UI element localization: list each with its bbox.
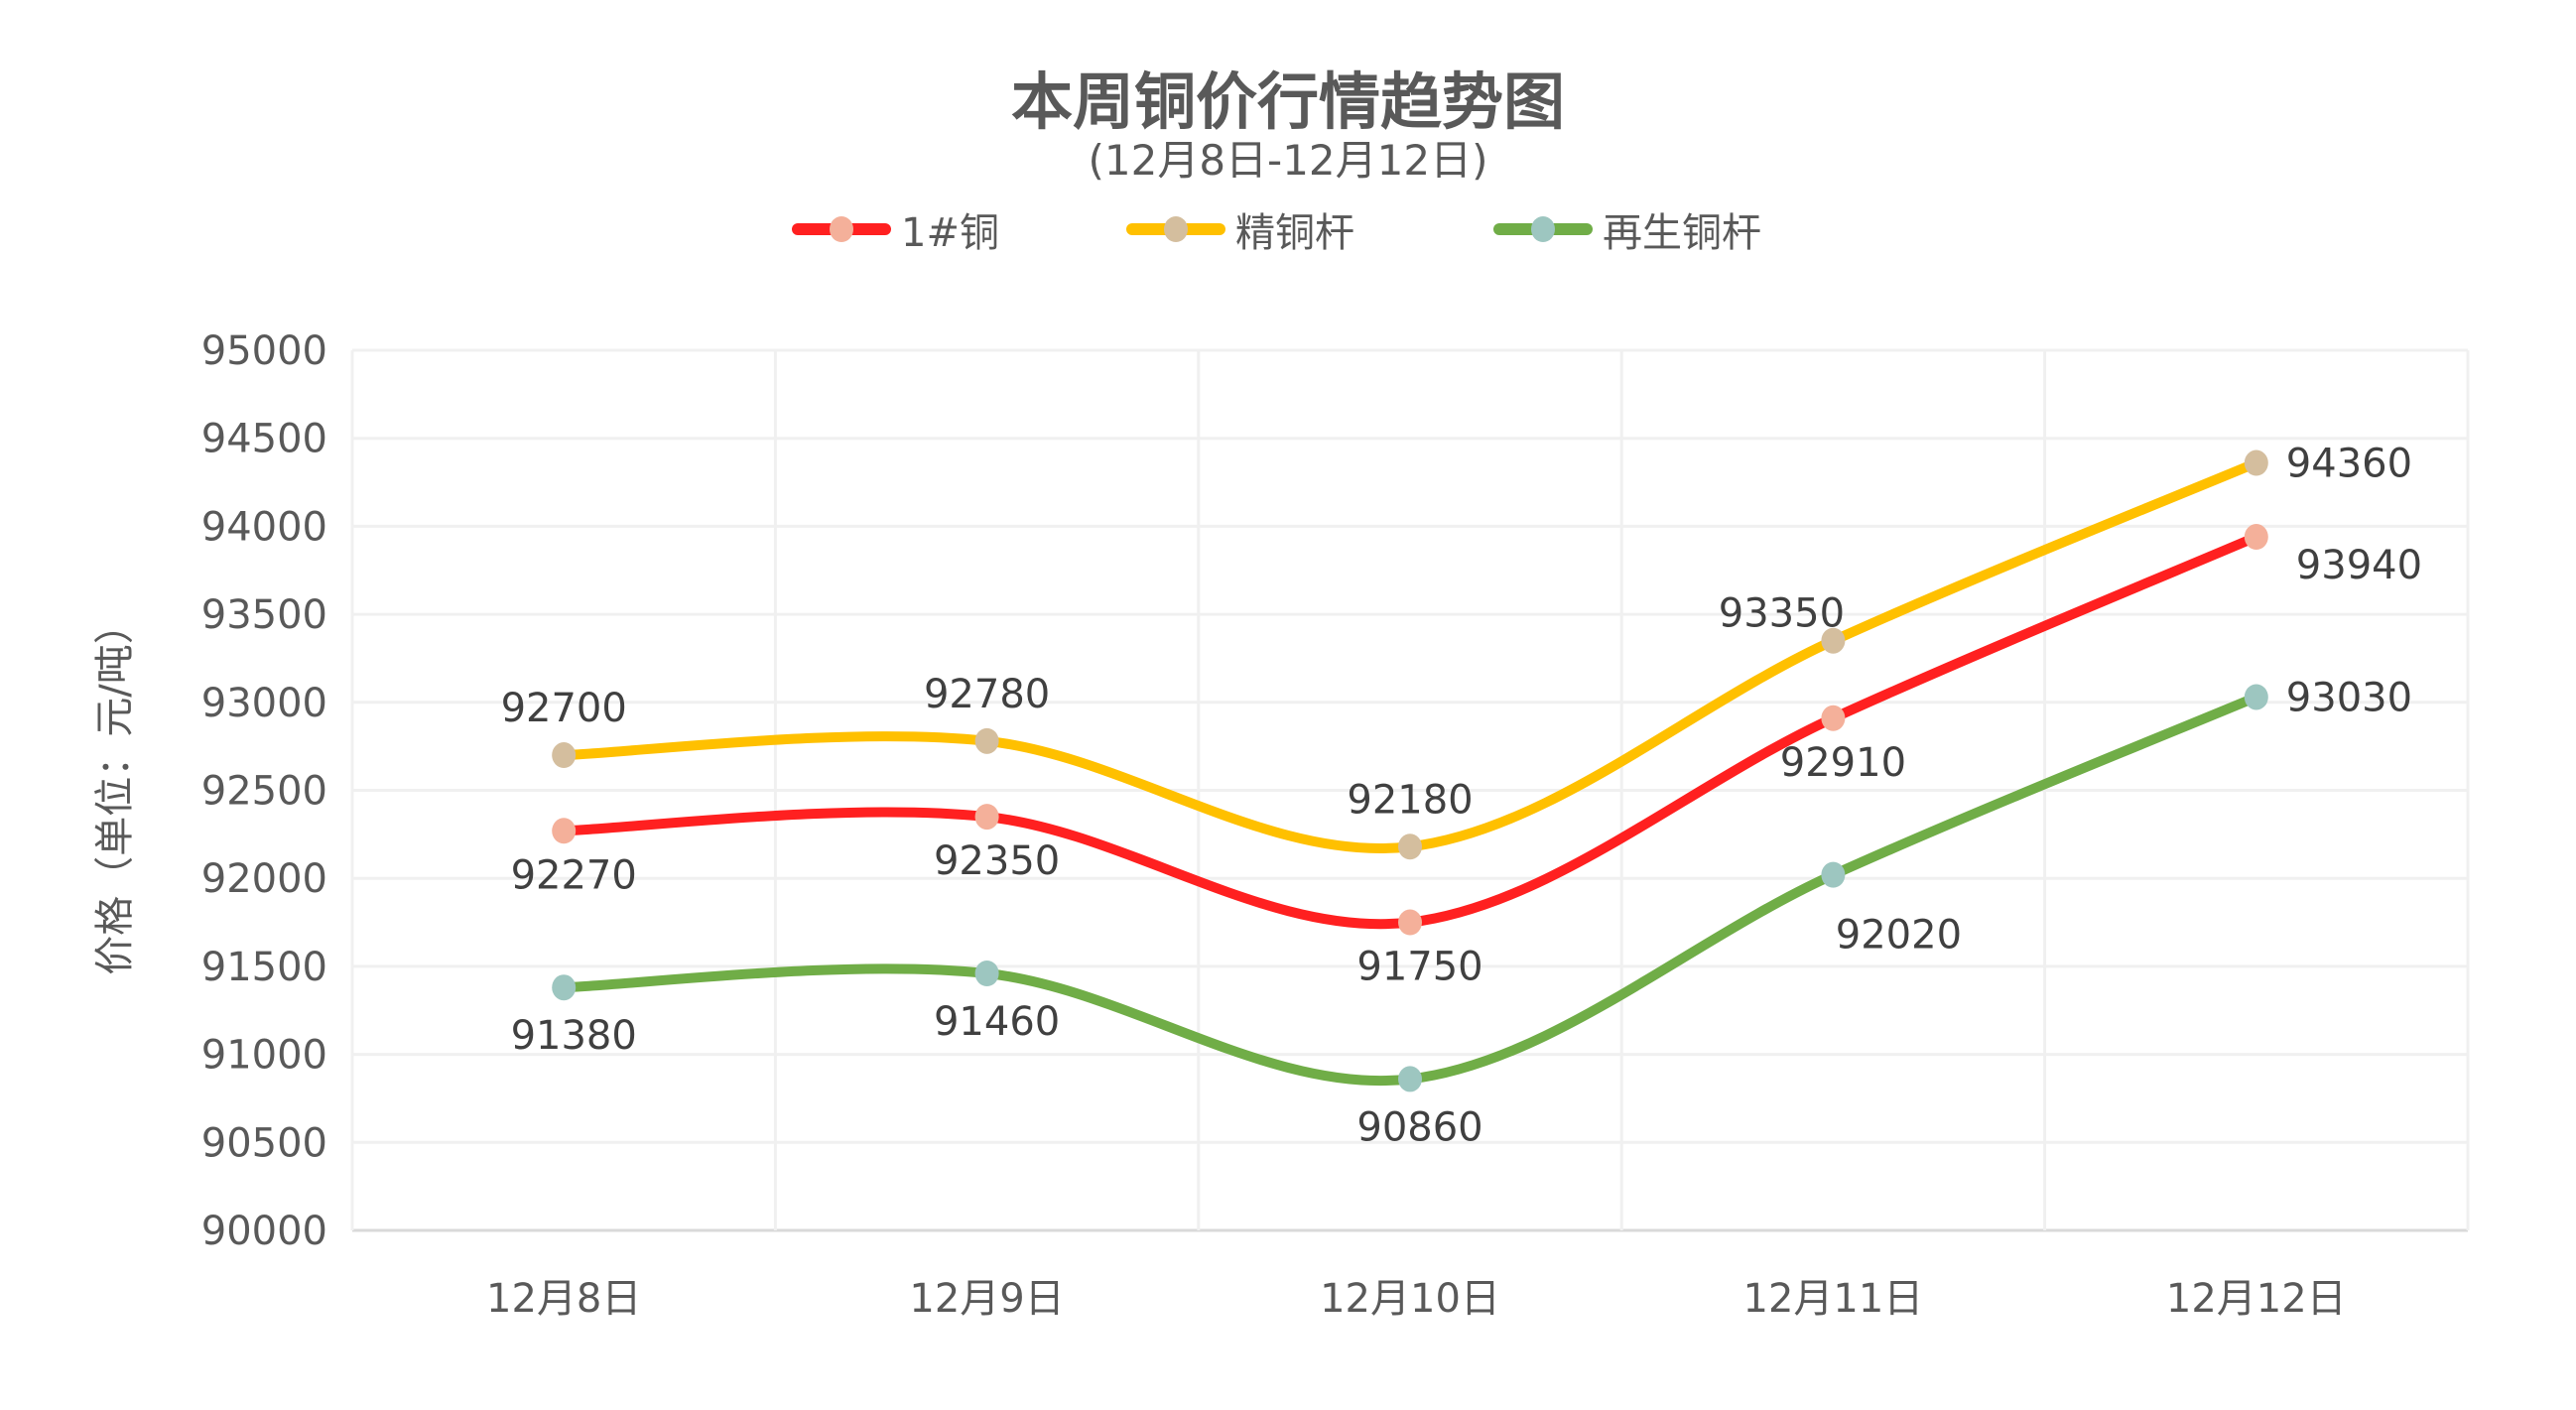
y-axis-ticks: 90000 90500 91000 91500 92000 92500 93000 93500… — [201, 328, 327, 1254]
y-tick-label: 92000 — [201, 856, 327, 902]
chart-subtitle: (12月8日-12月12日) — [1088, 136, 1488, 185]
data-label: 92350 — [934, 838, 1060, 884]
data-point-marker[interactable] — [2244, 449, 2268, 476]
data-label: 92270 — [511, 852, 637, 898]
legend-item-recycled-rod[interactable]: 再生铜杆 — [1493, 203, 1761, 256]
x-tick-label: 12月8日 — [486, 1276, 641, 1322]
data-point-marker[interactable] — [974, 804, 999, 831]
data-label: 94360 — [2286, 442, 2412, 487]
data-point-marker[interactable] — [1821, 705, 1846, 731]
data-label: 93350 — [1719, 591, 1845, 637]
legend-item-1-copper[interactable]: 1#铜 — [792, 203, 999, 256]
data-point-marker[interactable] — [552, 818, 577, 844]
series-lines — [552, 449, 2268, 1092]
line-marker-icon — [792, 216, 891, 242]
data-point-marker[interactable] — [974, 727, 999, 754]
line-marker-icon — [1493, 216, 1593, 242]
y-tick-label: 91000 — [201, 1033, 327, 1079]
y-tick-label: 91500 — [201, 945, 327, 990]
x-tick-label: 12月12日 — [2166, 1276, 2347, 1322]
x-tick-label: 12月9日 — [909, 1276, 1064, 1322]
x-tick-label: 12月11日 — [1743, 1276, 1924, 1322]
legend-label: 精铜杆 — [1235, 210, 1354, 256]
dot-marker-icon — [830, 216, 853, 242]
data-point-marker[interactable] — [1398, 833, 1422, 860]
data-label: 90860 — [1356, 1104, 1482, 1150]
data-label: 92020 — [1836, 913, 1962, 959]
y-tick-label: 95000 — [201, 328, 327, 374]
data-point-marker[interactable] — [974, 960, 999, 986]
chart-title: 本周铜价行情趋势图 — [1010, 65, 1565, 138]
legend: 1#铜 精铜杆 再生铜杆 — [0, 203, 2576, 256]
data-point-marker[interactable] — [2244, 524, 2268, 551]
data-point-marker[interactable] — [2244, 684, 2268, 710]
data-point-marker[interactable] — [552, 742, 577, 769]
y-tick-label: 90000 — [201, 1209, 327, 1254]
x-tick-label: 12月10日 — [1320, 1276, 1500, 1322]
series-line — [559, 692, 2261, 1087]
legend-label: 1#铜 — [901, 210, 999, 256]
y-tick-label: 93000 — [201, 681, 327, 726]
y-tick-label: 94500 — [201, 417, 327, 462]
data-label: 92700 — [501, 686, 627, 731]
data-label: 92910 — [1780, 740, 1906, 786]
y-tick-label: 94000 — [201, 504, 327, 550]
data-label: 91750 — [1356, 945, 1482, 990]
series-line — [559, 532, 2261, 930]
data-label: 93030 — [2286, 675, 2412, 720]
data-point-marker[interactable] — [1821, 627, 1846, 654]
data-label: 93940 — [2296, 543, 2422, 588]
data-point-marker[interactable] — [1398, 909, 1422, 936]
data-label: 91380 — [511, 1013, 637, 1059]
dot-marker-icon — [1164, 216, 1188, 242]
legend-item-refined-rod[interactable]: 精铜杆 — [1126, 203, 1354, 256]
data-labels: 92270 92350 91750 92910 93940 92700 92780 92180… — [501, 442, 2422, 1151]
y-tick-label: 90500 — [201, 1120, 327, 1166]
data-point-marker[interactable] — [1821, 861, 1846, 888]
dot-marker-icon — [1531, 216, 1555, 242]
data-point-marker[interactable] — [1398, 1066, 1422, 1092]
y-tick-label: 92500 — [201, 769, 327, 815]
data-point-marker[interactable] — [552, 974, 577, 1001]
data-label: 92780 — [924, 672, 1050, 717]
line-marker-icon — [1126, 216, 1225, 242]
gridlines — [350, 348, 2470, 1232]
legend-label: 再生铜杆 — [1603, 210, 1761, 256]
x-axis-ticks: 12月8日 12月9日 12月10日 12月11日 12月12日 — [486, 1276, 2347, 1322]
data-label: 91460 — [934, 999, 1060, 1045]
data-label: 92180 — [1347, 777, 1473, 823]
y-tick-label: 93500 — [201, 592, 327, 638]
